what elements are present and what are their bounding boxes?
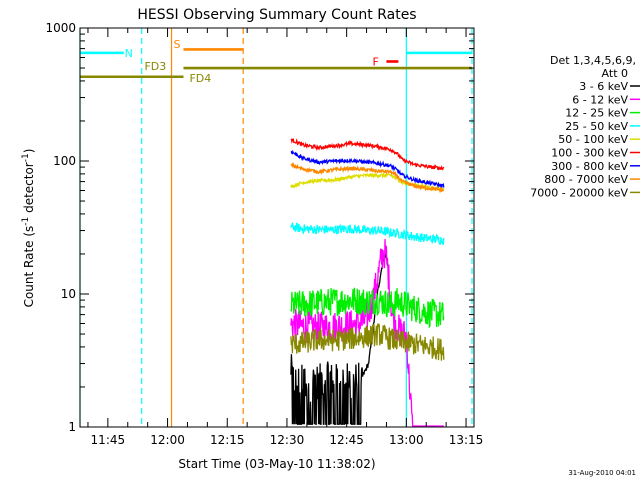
y-tick-label-1: 10 — [61, 287, 76, 301]
legend-label-6: 100 - 300 keV — [551, 147, 628, 160]
legend-label-7: 300 - 800 keV — [551, 160, 628, 173]
legend-label-9: 7000 - 20000 keV — [530, 186, 628, 199]
flag-label-0: N — [125, 47, 133, 60]
legend-header-line-2: Att 0 — [602, 67, 628, 80]
x-tick-label-6: 13:15 — [449, 433, 484, 447]
series-line-9 — [290, 323, 445, 361]
x-axis-label: Start Time (03-May-10 11:38:02) — [178, 457, 375, 471]
y-axis-label-mid: detector — [22, 162, 36, 217]
flag-label-2: S — [174, 38, 181, 51]
chart-title: HESSI Observing Summary Count Rates — [137, 7, 416, 23]
series-line-8 — [290, 161, 445, 194]
series-line-6 — [290, 138, 445, 171]
legend-label-5: 50 - 100 keV — [558, 133, 628, 146]
flag-label-5: F — [373, 55, 379, 68]
legend-label-8: 800 - 7000 keV — [544, 173, 628, 186]
legend-label-1: 3 - 6 keV — [579, 80, 628, 93]
y-axis-label-main: Count Rate (s — [22, 226, 36, 308]
y-axis-label-sup1: -1 — [21, 217, 31, 226]
series-line-7 — [290, 149, 445, 189]
flag-label-4: FD4 — [189, 72, 211, 85]
x-tick-label-2: 12:15 — [210, 433, 245, 447]
y-axis-label-sup2: -1 — [21, 153, 31, 162]
legend-label-4: 25 - 50 keV — [565, 120, 628, 133]
x-tick-label-0: 11:45 — [91, 433, 126, 447]
x-tick-label-4: 12:45 — [329, 433, 364, 447]
x-tick-label-1: 12:00 — [150, 433, 185, 447]
legend-label-2: 6 - 12 keV — [572, 93, 628, 106]
series-line-3 — [290, 287, 445, 329]
y-axis-label: Count Rate (s-1 detector-1) — [21, 149, 36, 308]
x-tick-label-5: 13:00 — [389, 433, 424, 447]
x-tick-label-3: 12:30 — [270, 433, 305, 447]
footer-date: 31-Aug-2010 04:01 — [568, 469, 636, 477]
y-axis-label-end: ) — [22, 149, 36, 154]
series-line-4 — [290, 222, 445, 245]
y-tick-label-2: 100 — [53, 154, 76, 168]
flag-label-3: FD3 — [144, 60, 166, 73]
legend-label-3: 12 - 25 keV — [565, 107, 628, 120]
plot-frame — [79, 27, 475, 428]
y-tick-label-3: 1000 — [45, 21, 76, 35]
y-tick-label-0: 1 — [68, 420, 76, 434]
legend-header-line-1: Det 1,3,4,5,6,9, — [550, 54, 636, 67]
